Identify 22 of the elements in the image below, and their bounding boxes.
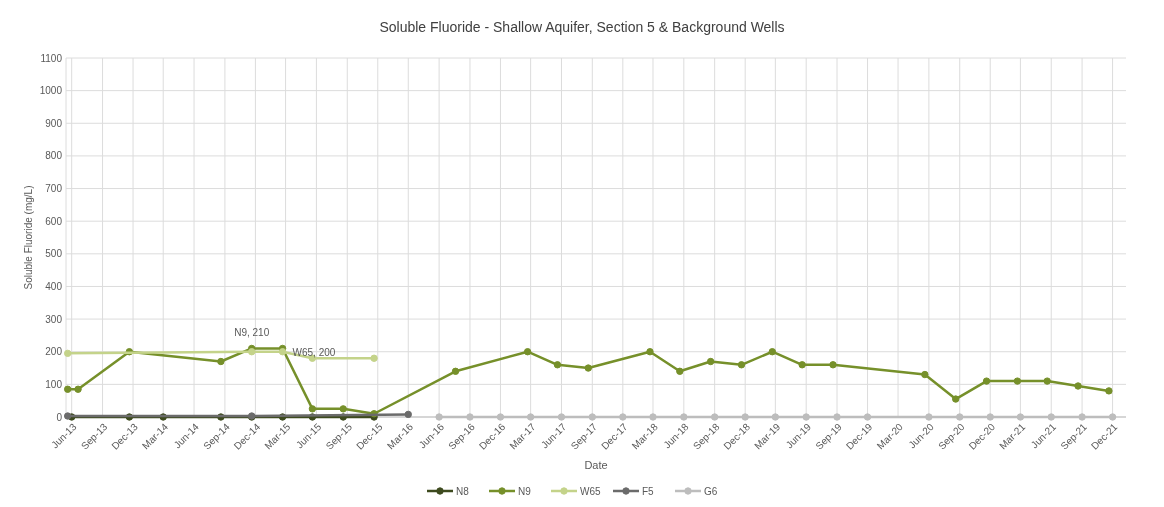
legend-label: G6 — [704, 485, 718, 497]
legend-label: N8 — [456, 485, 470, 497]
legend-label: N9 — [518, 485, 532, 497]
y-tick-label: 600 — [45, 215, 63, 227]
annotation: N9, 210 — [234, 327, 270, 339]
annotation: W65, 200 — [292, 346, 336, 358]
y-tick-label: 500 — [45, 248, 63, 260]
y-tick-label: 800 — [45, 150, 63, 162]
chart-title: Soluble Fluoride - Shallow Aquifer, Section 5 & Background Wells — [379, 19, 785, 35]
y-tick-label: 1100 — [40, 52, 63, 64]
y-tick-label: 100 — [45, 378, 63, 390]
x-axis-title: Date — [584, 459, 608, 471]
y-tick-label: 1000 — [39, 85, 63, 97]
y-tick-label: 300 — [45, 313, 63, 325]
y-axis-title: Soluble Fluoride (mg/L) — [23, 185, 34, 290]
legend-label: F5 — [642, 485, 655, 497]
legend-label: W65 — [580, 485, 601, 497]
y-tick-label: 0 — [56, 411, 63, 423]
y-tick-label: 900 — [45, 117, 63, 129]
y-tick-label: 400 — [45, 280, 63, 292]
y-tick-label: 700 — [45, 183, 63, 195]
y-tick-label: 200 — [45, 346, 63, 358]
